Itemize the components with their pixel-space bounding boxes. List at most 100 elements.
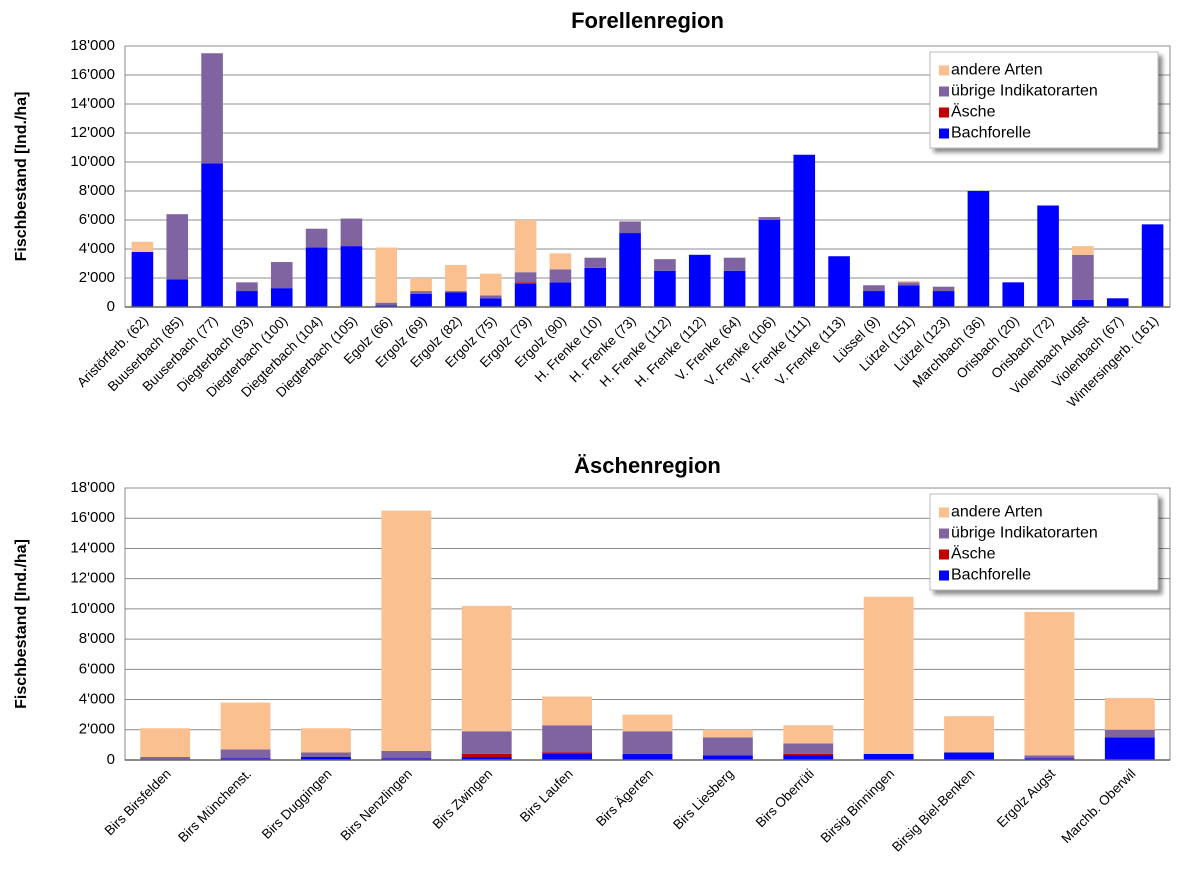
bar-segment bbox=[758, 217, 781, 220]
bar-segment bbox=[1072, 246, 1094, 255]
bar-segment bbox=[622, 731, 673, 754]
x-tick-label: Marchb. Oberwil bbox=[1058, 766, 1138, 846]
bar-segment bbox=[584, 257, 607, 268]
y-tick-label: 14'000 bbox=[70, 539, 115, 556]
bar-segment bbox=[793, 154, 816, 307]
bar-segment bbox=[140, 728, 191, 757]
bar-segment bbox=[702, 729, 753, 738]
legend-label: übrige Indikatorarten bbox=[951, 525, 1098, 542]
legend-label: Äsche bbox=[951, 545, 996, 563]
bar-segment bbox=[542, 752, 593, 754]
bar-segment bbox=[549, 269, 572, 283]
y-tick-label: 4'000 bbox=[79, 691, 115, 708]
bar-segment bbox=[461, 753, 512, 757]
bar-segment bbox=[166, 214, 189, 280]
bar-segment bbox=[305, 247, 328, 307]
bar-segment bbox=[1072, 299, 1094, 307]
bar-segment bbox=[654, 270, 676, 307]
bar-segment bbox=[514, 272, 537, 283]
bar-segment bbox=[863, 285, 885, 292]
x-tick-label: Birs Duggingen bbox=[259, 766, 335, 842]
x-tick-label: Birsig Biel-Benken bbox=[889, 766, 978, 855]
y-tick-label: 8'000 bbox=[79, 630, 115, 647]
x-tick-label: Ergolz Augst bbox=[994, 766, 1058, 830]
x-tick-label: Birs Laufen bbox=[517, 766, 576, 825]
legend-label: andere Arten bbox=[951, 504, 1043, 521]
y-tick-label: 8'000 bbox=[79, 182, 115, 199]
y-tick-label: 16'000 bbox=[70, 509, 115, 526]
bar-segment bbox=[897, 282, 920, 286]
bar-segment bbox=[461, 731, 512, 754]
bar-segment bbox=[305, 228, 328, 248]
bar-segment bbox=[549, 282, 572, 307]
x-tick-label: Birs Zwingen bbox=[430, 766, 496, 832]
bar-segment bbox=[863, 291, 885, 307]
bar-segment bbox=[688, 254, 711, 307]
bar-segment bbox=[201, 163, 223, 307]
bar-segment bbox=[479, 295, 502, 299]
bar-segment bbox=[514, 220, 537, 273]
bar-segment bbox=[270, 288, 293, 307]
bar-segment bbox=[619, 221, 641, 234]
y-tick-label: 12'000 bbox=[70, 124, 115, 141]
bar-segment bbox=[1141, 224, 1164, 307]
bar-segment bbox=[236, 291, 258, 307]
bar-segment bbox=[479, 273, 502, 296]
legend-swatch bbox=[939, 65, 949, 76]
bar-segment bbox=[702, 737, 753, 756]
legend-box bbox=[929, 51, 1159, 149]
legend-label: Äsche bbox=[951, 103, 996, 121]
bar-segment bbox=[445, 292, 467, 307]
bar-segment bbox=[445, 264, 467, 292]
bar-segment bbox=[1037, 205, 1059, 307]
bar-segment bbox=[166, 279, 189, 307]
bar-segment bbox=[140, 756, 191, 760]
bar-segment bbox=[381, 510, 432, 751]
legend-label: übrige Indikatorarten bbox=[951, 83, 1098, 100]
bar-segment bbox=[758, 220, 781, 307]
bar-segment bbox=[542, 696, 593, 726]
bar-segment bbox=[381, 750, 432, 759]
bar-segment bbox=[783, 755, 834, 760]
bar-segment bbox=[863, 596, 914, 754]
bar-segment bbox=[542, 725, 593, 753]
bar-segment bbox=[410, 291, 432, 294]
y-tick-label: 6'000 bbox=[79, 211, 115, 228]
legend-swatch bbox=[939, 549, 949, 560]
y-tick-label: 4'000 bbox=[79, 240, 115, 257]
bar-segment bbox=[220, 702, 271, 750]
bar-segment bbox=[967, 191, 990, 307]
bar-segment bbox=[1072, 254, 1094, 300]
legend-box bbox=[929, 493, 1159, 591]
bar-segment bbox=[340, 218, 363, 247]
bar-segment bbox=[301, 752, 351, 757]
bar-segment bbox=[1104, 729, 1155, 738]
y-tick-label: 12'000 bbox=[70, 570, 115, 587]
x-tick-label: Birs Birsfelden bbox=[102, 766, 174, 838]
y-tick-label: 14'000 bbox=[70, 95, 115, 112]
legend-swatch bbox=[939, 528, 949, 539]
bar-segment bbox=[1024, 611, 1075, 756]
bar-segment bbox=[301, 728, 351, 753]
y-tick-label: 6'000 bbox=[79, 660, 115, 677]
bar-segment bbox=[1024, 755, 1075, 759]
bar-segment bbox=[1104, 737, 1155, 760]
y-axis-label: Fischbestand [Ind./ha] bbox=[13, 539, 30, 709]
chart: Äschenregion Fischbestand [Ind./ha] 0 2'000… bbox=[13, 453, 1171, 855]
bar-segment bbox=[479, 298, 502, 307]
legend-swatch bbox=[939, 507, 949, 518]
bar-segment bbox=[584, 267, 607, 307]
bar-segment bbox=[542, 753, 593, 760]
legend-swatch bbox=[939, 86, 949, 97]
bar-segment bbox=[897, 280, 920, 283]
chart-title: Äschenregion bbox=[574, 453, 721, 478]
bar-segment bbox=[863, 753, 914, 760]
bar-segment bbox=[131, 241, 154, 252]
y-tick-label: 18'000 bbox=[70, 479, 115, 496]
x-tick-label: Birs Nenzlingen bbox=[338, 766, 415, 843]
bar-segment bbox=[381, 758, 432, 760]
bar-segment bbox=[622, 753, 673, 760]
y-tick-label: 16'000 bbox=[70, 66, 115, 83]
bar-segment bbox=[220, 749, 271, 759]
